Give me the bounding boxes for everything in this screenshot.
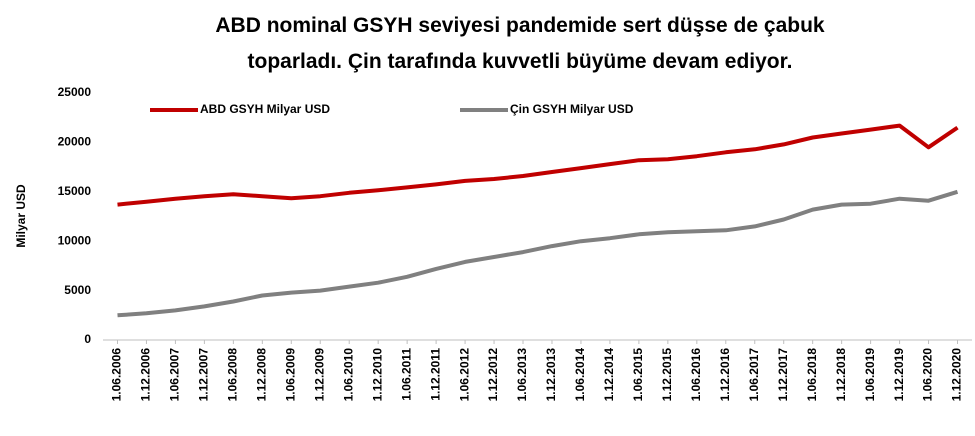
- x-tick-label: 1.06.2009: [283, 348, 297, 402]
- x-tick-label: 1.12.2013: [544, 348, 558, 402]
- x-tick-label: 1.12.2011: [428, 348, 442, 401]
- x-tick-label: 1.12.2016: [718, 348, 732, 402]
- x-tick-label: 1.06.2014: [573, 348, 587, 402]
- x-tick-label: 1.06.2018: [805, 348, 819, 402]
- data-line: [117, 189, 959, 318]
- x-tick-label: 1.06.2017: [747, 348, 761, 402]
- x-tick-label: 1.06.2011: [399, 348, 413, 401]
- x-tick-label: 1.06.2008: [226, 348, 240, 402]
- legend-label: Çin GSYH Milyar USD: [510, 102, 634, 116]
- x-tick-label: 1.12.2007: [197, 348, 211, 402]
- y-tick-label: 5000: [64, 283, 91, 297]
- x-tick-label: 1.06.2016: [689, 348, 703, 402]
- x-tick-label: 1.12.2017: [776, 348, 790, 402]
- x-tick-label: 1.06.2007: [168, 348, 182, 402]
- x-tick-label: 1.06.2015: [631, 348, 645, 402]
- y-tick-label: 25000: [58, 85, 92, 99]
- x-tick-label: 1.12.2014: [602, 348, 616, 402]
- x-tick-label: 1.06.2006: [110, 348, 124, 402]
- y-tick-label: 10000: [58, 233, 92, 247]
- x-tick-label: 1.06.2020: [921, 348, 935, 402]
- x-tick-label: 1.06.2013: [515, 348, 529, 402]
- chart-title: toparladı. Çin tarafında kuvvetli büyüme…: [248, 50, 793, 73]
- y-tick-label: 20000: [58, 135, 92, 149]
- x-tick-label: 1.06.2012: [457, 348, 471, 402]
- x-tick-label: 1.12.2008: [254, 348, 268, 402]
- x-tick-label: 1.12.2020: [950, 348, 964, 402]
- x-tick-label: 1.06.2010: [341, 348, 355, 402]
- data-line: [117, 123, 959, 207]
- x-tick-label: 1.12.2015: [660, 348, 674, 402]
- y-tick-label: 15000: [58, 184, 92, 198]
- x-tick-label: 1.06.2019: [863, 348, 877, 402]
- chart-title: ABD nominal GSYH seviyesi pandemide sert…: [215, 14, 825, 37]
- x-tick-label: 1.12.2006: [139, 348, 153, 402]
- x-tick-label: 1.12.2009: [312, 348, 326, 402]
- legend-label: ABD GSYH Milyar USD: [200, 102, 330, 116]
- x-tick-label: 1.12.2012: [486, 348, 500, 402]
- x-tick-label: 1.12.2010: [370, 348, 384, 402]
- y-tick-label: 0: [84, 332, 91, 346]
- y-axis-label: Milyar USD: [14, 184, 28, 248]
- x-tick-label: 1.12.2018: [834, 348, 848, 402]
- x-tick-label: 1.12.2019: [892, 348, 906, 402]
